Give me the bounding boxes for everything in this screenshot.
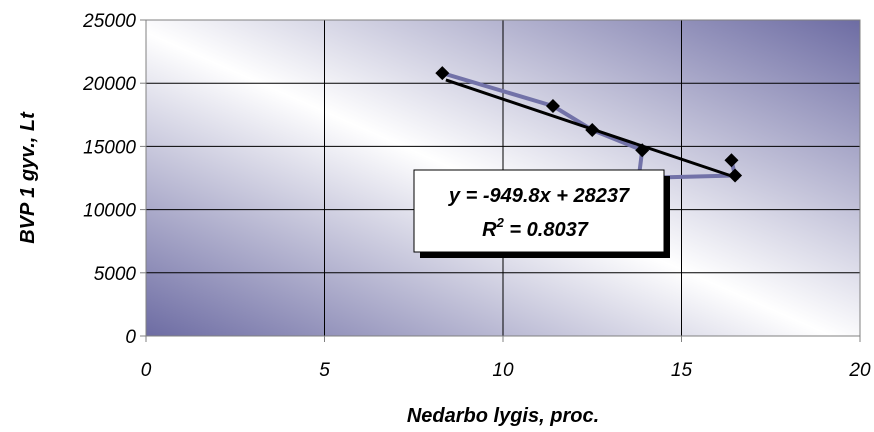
equation-box <box>413 169 665 253</box>
y-tick-label: 10000 <box>83 201 136 222</box>
y-tick-label: 0 <box>125 327 136 348</box>
data-point-marker <box>728 168 743 183</box>
data-point-marker <box>435 66 450 81</box>
y-tick-label: 15000 <box>83 137 136 158</box>
trendline-equation: y = -949.8x + 28237 <box>448 185 630 207</box>
trendline-equation-box: y = -949.8x + 28237 R2 = 0.8037 <box>413 169 670 258</box>
y-tick-label: 20000 <box>82 74 136 95</box>
x-tick-label: 15 <box>671 360 693 381</box>
y-tick-label: 5000 <box>94 264 137 285</box>
x-axis-title: Nedarbo lygis, proc. <box>407 405 599 427</box>
x-tick-label: 5 <box>319 360 330 381</box>
x-axis-ticks: 0 5 10 15 20 <box>141 336 871 381</box>
x-tick-label: 10 <box>492 360 514 381</box>
trendline-group <box>445 78 740 180</box>
r-squared-prefix: R <box>482 219 497 241</box>
x-tick-label: 20 <box>848 360 871 381</box>
data-point-marker <box>724 153 739 168</box>
y-axis-ticks: 0 5000 10000 15000 20000 25000 <box>82 11 146 348</box>
y-axis-title: BVP 1 gyv., Lt <box>17 111 39 244</box>
data-point-marker <box>545 98 560 113</box>
x-tick-label: 0 <box>141 360 152 381</box>
r-squared-value: = 0.8037 <box>504 219 589 241</box>
r-squared-label: R2 = 0.8037 <box>482 215 589 241</box>
trendline <box>445 78 740 180</box>
y-tick-label: 25000 <box>82 11 136 32</box>
r-squared-superscript: 2 <box>496 215 505 230</box>
